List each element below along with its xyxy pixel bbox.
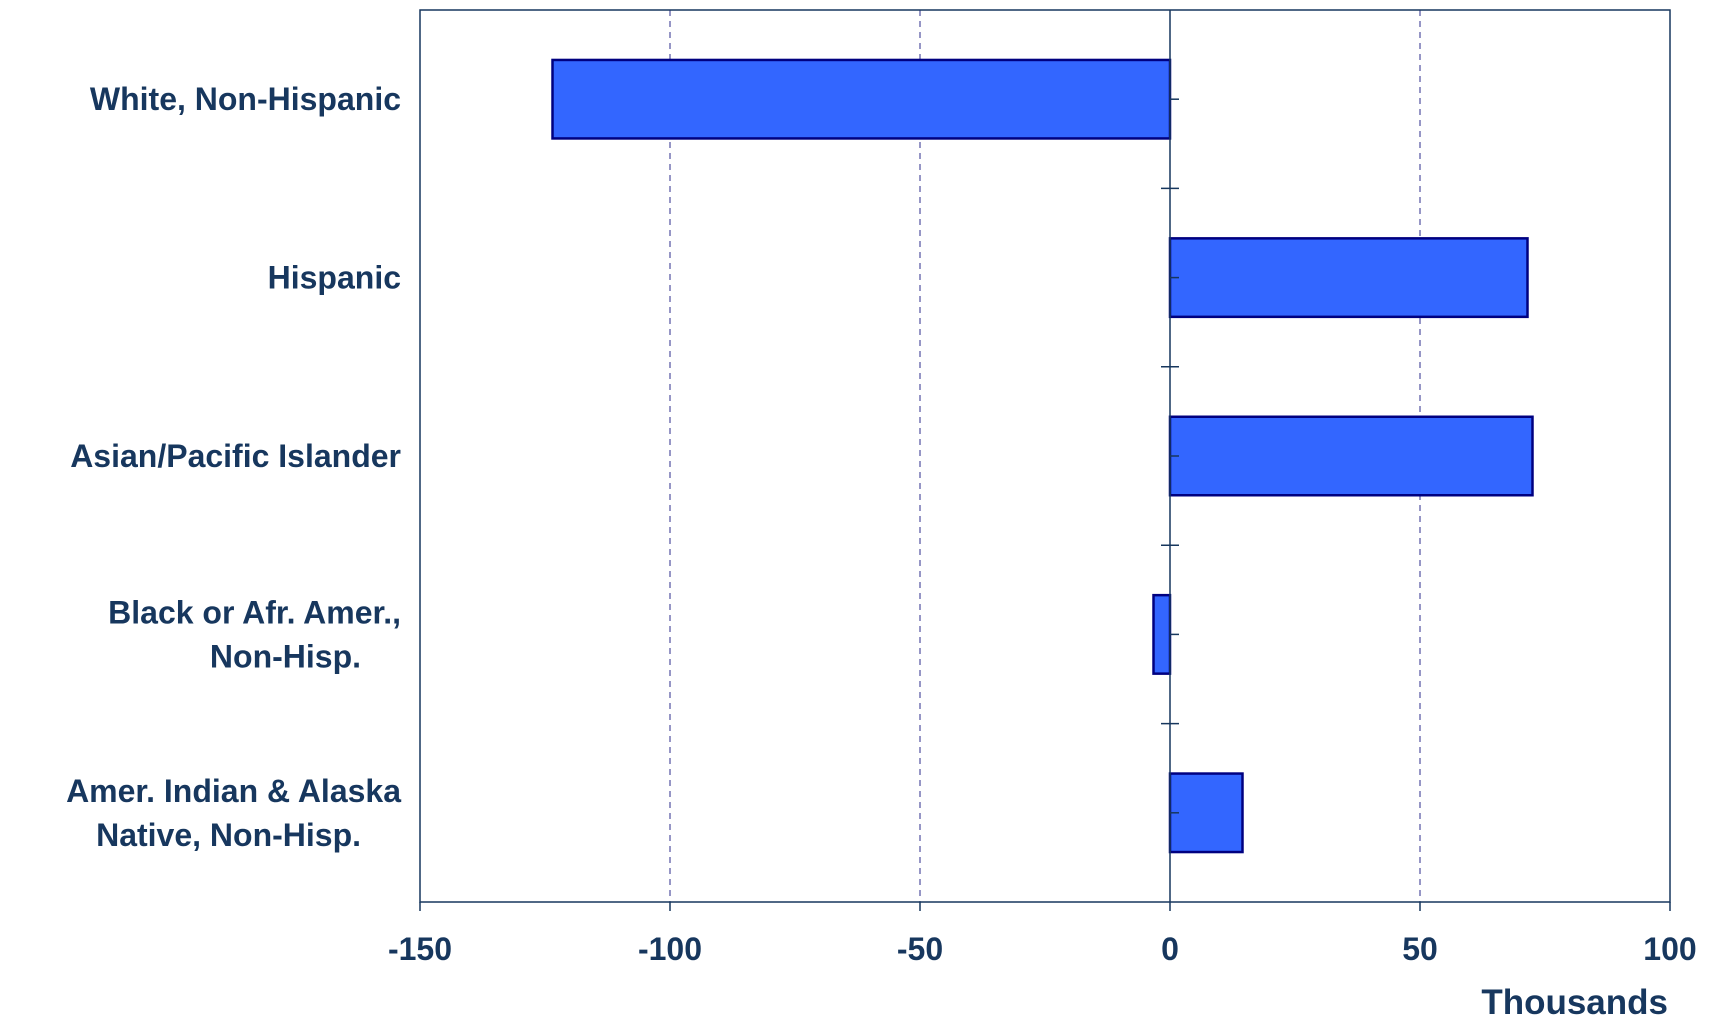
x-tick-label: 50: [1402, 931, 1438, 967]
bars: [551, 58, 1534, 854]
axes: [419, 9, 1671, 911]
bar: [1168, 772, 1244, 854]
x-tick-label: -50: [897, 931, 943, 967]
plot-frame: [419, 9, 1671, 903]
x-axis-title: Thousands: [1481, 983, 1668, 1022]
x-tick-label: -100: [638, 931, 702, 967]
x-tick-label: 100: [1643, 931, 1696, 967]
bar: [1168, 237, 1529, 319]
labels: -150 -100 -50 0 50 100 White, Non-Hispanic Hisp…: [66, 81, 1697, 967]
bar: [1152, 593, 1172, 675]
category-label: Hispanic: [268, 260, 401, 296]
x-tick-label: 0: [1161, 931, 1179, 967]
x-tick-label: -150: [388, 931, 452, 967]
category-label: Amer. Indian & Alaska Native, Non-Hisp.: [66, 773, 401, 853]
category-label: Black or Afr. Amer., Non-Hisp.: [108, 594, 401, 674]
category-label: White, Non-Hispanic: [90, 81, 401, 117]
category-label: Asian/Pacific Islander: [70, 438, 401, 474]
bar: [1168, 415, 1534, 497]
bar: [551, 58, 1172, 140]
